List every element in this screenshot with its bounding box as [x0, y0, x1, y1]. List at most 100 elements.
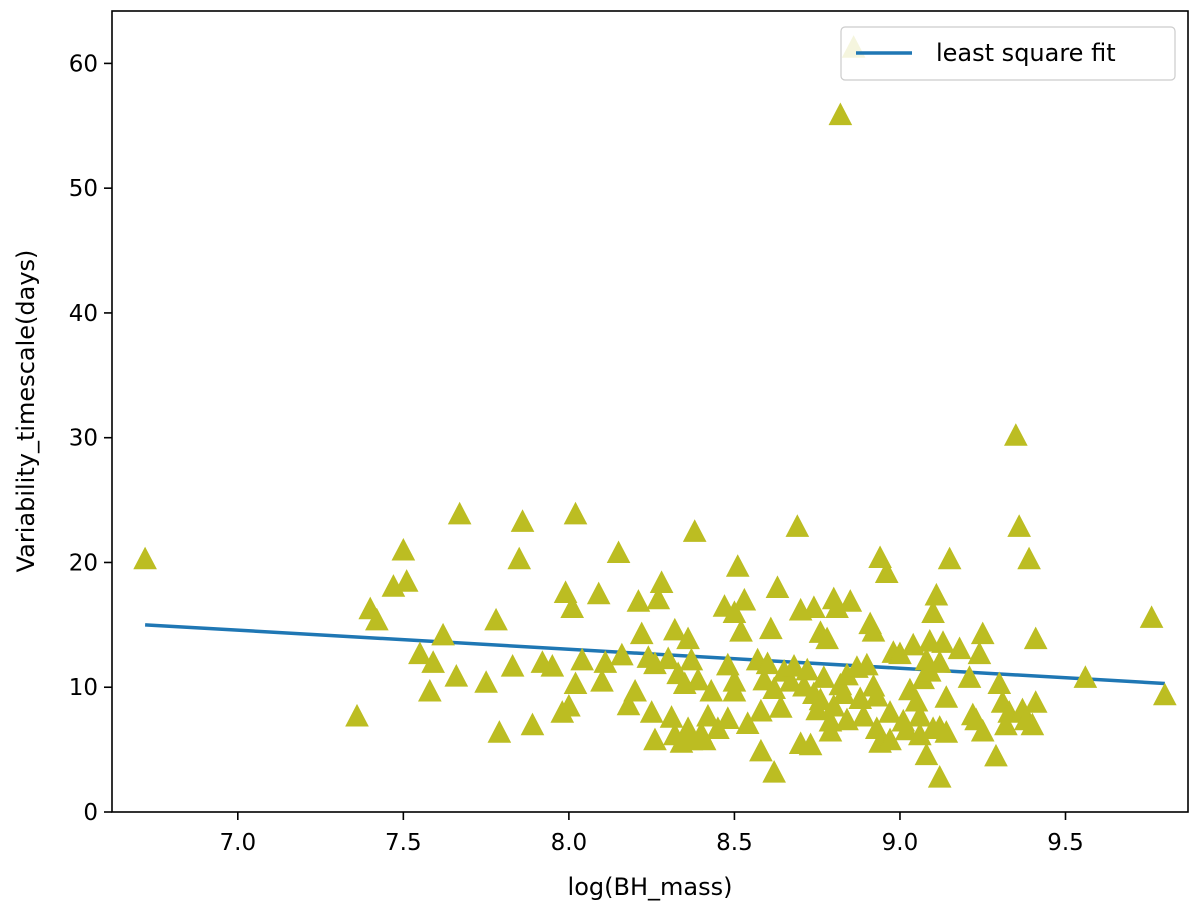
- data-point: [626, 589, 651, 612]
- y-axis-label: Variability_timescale(days): [12, 250, 40, 573]
- data-point: [520, 712, 545, 736]
- data-point: [616, 692, 641, 716]
- data-point: [722, 600, 747, 623]
- data-point: [394, 569, 419, 592]
- data-point: [646, 586, 671, 610]
- data-point: [590, 668, 614, 692]
- data-point: [557, 693, 581, 717]
- data-point: [563, 671, 588, 695]
- data-point: [838, 589, 863, 612]
- data-point: [1023, 690, 1048, 713]
- data-point: [365, 607, 389, 631]
- data-point: [606, 540, 631, 564]
- data-point: [563, 501, 588, 525]
- x-tick-label: 7.5: [385, 830, 422, 856]
- y-tick-label: 10: [69, 675, 98, 701]
- data-point: [808, 687, 833, 711]
- data-point: [924, 582, 949, 606]
- data-point: [785, 514, 810, 537]
- data-point: [487, 720, 512, 743]
- data-point: [1020, 712, 1045, 736]
- data-points: [133, 35, 1177, 788]
- data-point: [762, 676, 786, 700]
- data-point: [722, 678, 747, 702]
- data-point: [768, 695, 793, 718]
- data-point: [692, 727, 717, 751]
- data-point: [623, 678, 647, 702]
- data-point: [1152, 682, 1177, 706]
- data-point: [987, 671, 1012, 695]
- data-point: [927, 650, 952, 673]
- data-point: [914, 742, 939, 766]
- data-point: [676, 626, 700, 650]
- data-point: [749, 738, 773, 762]
- data-point: [994, 712, 1018, 736]
- y-tick-label: 60: [69, 51, 98, 77]
- data-point: [970, 621, 995, 645]
- data-point: [507, 546, 532, 570]
- y-tick-label: 0: [83, 800, 98, 826]
- data-point: [679, 647, 704, 671]
- data-point: [732, 587, 757, 611]
- plot-frame: [111, 10, 1189, 813]
- data-point: [593, 650, 618, 673]
- data-point: [934, 720, 959, 743]
- data-point: [725, 554, 750, 577]
- y-axis-ticks: 0 10 20 30 40 50 60: [69, 51, 112, 826]
- data-point: [447, 501, 472, 525]
- data-point: [815, 626, 839, 650]
- plot-background: [112, 11, 1188, 812]
- data-point: [759, 616, 783, 640]
- data-point: [835, 707, 859, 731]
- data-point: [540, 654, 565, 677]
- data-point: [1017, 546, 1041, 570]
- data-point: [474, 670, 498, 693]
- data-point: [444, 663, 469, 687]
- x-axis-label: log(BH_mass): [568, 873, 733, 901]
- data-point: [957, 665, 982, 688]
- data-point: [1004, 423, 1028, 446]
- data-point: [500, 654, 525, 677]
- y-tick-label: 30: [69, 426, 98, 452]
- data-point: [553, 580, 578, 603]
- data-point: [729, 619, 753, 642]
- y-tick-label: 40: [69, 301, 98, 327]
- data-point: [639, 700, 664, 723]
- y-tick-label: 20: [69, 550, 98, 576]
- data-point: [894, 717, 919, 741]
- data-point: [778, 668, 803, 692]
- data-point: [828, 102, 853, 126]
- data-point: [762, 760, 786, 783]
- data-point: [421, 650, 445, 673]
- data-point: [984, 743, 1008, 767]
- data-point: [868, 545, 892, 569]
- data-point: [1139, 605, 1164, 628]
- data-point: [682, 519, 707, 542]
- data-point: [686, 667, 710, 691]
- data-point: [510, 509, 535, 532]
- data-point: [696, 703, 720, 727]
- data-point: [934, 685, 959, 708]
- data-point: [864, 683, 889, 707]
- data-point: [629, 621, 654, 645]
- x-tick-label: 9.0: [882, 830, 919, 856]
- data-point: [818, 708, 843, 732]
- data-point: [811, 665, 836, 688]
- data-point: [749, 698, 773, 722]
- data-point: [1007, 514, 1031, 537]
- data-point: [802, 595, 826, 618]
- data-point: [931, 630, 955, 653]
- data-point: [1023, 626, 1048, 650]
- data-point: [765, 575, 790, 598]
- data-point: [133, 546, 157, 570]
- data-point: [921, 600, 945, 623]
- data-point: [937, 546, 962, 570]
- data-point: [1073, 665, 1098, 688]
- y-tick-label: 50: [69, 176, 98, 202]
- data-point: [855, 652, 879, 676]
- data-point: [656, 646, 681, 670]
- data-point: [901, 632, 926, 656]
- plot-area: [112, 11, 1188, 812]
- data-point: [831, 681, 856, 705]
